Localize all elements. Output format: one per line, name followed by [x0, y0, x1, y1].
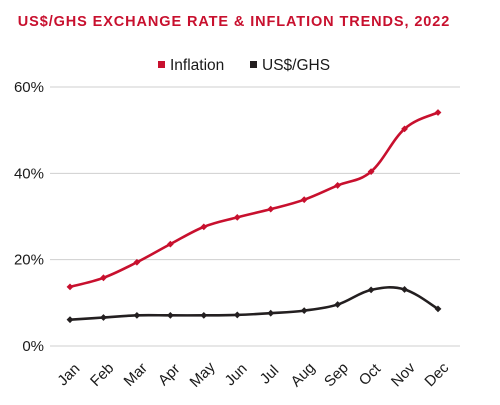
data-point-us-ghs — [434, 305, 442, 313]
chart-title: US$/GHS EXCHANGE RATE & INFLATION TRENDS… — [18, 14, 450, 30]
data-point-us-ghs — [66, 316, 74, 324]
data-point-us-ghs — [401, 286, 408, 293]
data-point-us-ghs — [334, 301, 342, 308]
series-group — [66, 109, 442, 324]
x-tick-label: Jan — [54, 360, 83, 389]
x-tick-label: Mar — [121, 360, 151, 390]
legend-label-usd-ghs: US$/GHS — [262, 57, 330, 74]
series-line-us-ghs — [69, 286, 439, 321]
data-point-inflation — [434, 109, 442, 116]
data-point-inflation — [267, 205, 275, 213]
legend-swatch-usd-ghs — [250, 61, 257, 68]
data-point-inflation — [66, 283, 74, 291]
data-point-inflation — [200, 223, 208, 231]
x-tick-label: Jul — [257, 362, 283, 388]
x-axis-ticks: Jan Feb Mar Apr May Jun Jul Aug Sep Oct Nov Dec — [54, 358, 452, 390]
data-point-us-ghs — [300, 307, 308, 315]
x-tick-label: Apr — [155, 361, 184, 390]
data-point-us-ghs — [166, 311, 174, 319]
x-tick-label: Jun — [222, 360, 251, 389]
x-tick-label: Feb — [87, 360, 117, 390]
data-point-inflation — [300, 196, 308, 204]
data-point-us-ghs — [367, 286, 375, 294]
x-tick-label: Nov — [388, 359, 419, 390]
y-axis-ticks: 0% 20% 40% 60% — [14, 79, 44, 355]
series-line-inflation — [69, 111, 439, 289]
data-point-us-ghs — [100, 314, 107, 321]
x-tick-label: Oct — [356, 360, 385, 389]
legend-swatch-inflation — [158, 61, 165, 68]
y-tick-label: 0% — [22, 338, 44, 355]
gridlines — [50, 86, 460, 347]
data-point-inflation — [166, 240, 174, 248]
x-tick-label: Aug — [288, 359, 319, 390]
data-point-inflation — [100, 274, 107, 282]
y-tick-label: 20% — [14, 252, 44, 269]
data-point-us-ghs — [200, 311, 208, 319]
data-point-us-ghs — [233, 311, 241, 319]
data-point-inflation — [233, 213, 241, 221]
data-point-inflation — [334, 182, 342, 189]
data-point-inflation — [133, 258, 141, 266]
x-tick-label: Sep — [321, 359, 352, 390]
data-point-inflation — [367, 168, 375, 176]
x-tick-label: Dec — [421, 359, 452, 390]
data-point-inflation — [401, 125, 408, 133]
legend-label-inflation: Inflation — [170, 57, 224, 74]
data-point-us-ghs — [133, 311, 141, 319]
legend: Inflation US$/GHS — [158, 57, 330, 74]
data-point-us-ghs — [267, 309, 275, 317]
y-tick-label: 60% — [14, 79, 44, 96]
x-tick-label: May — [187, 358, 219, 390]
y-tick-label: 40% — [14, 165, 44, 182]
